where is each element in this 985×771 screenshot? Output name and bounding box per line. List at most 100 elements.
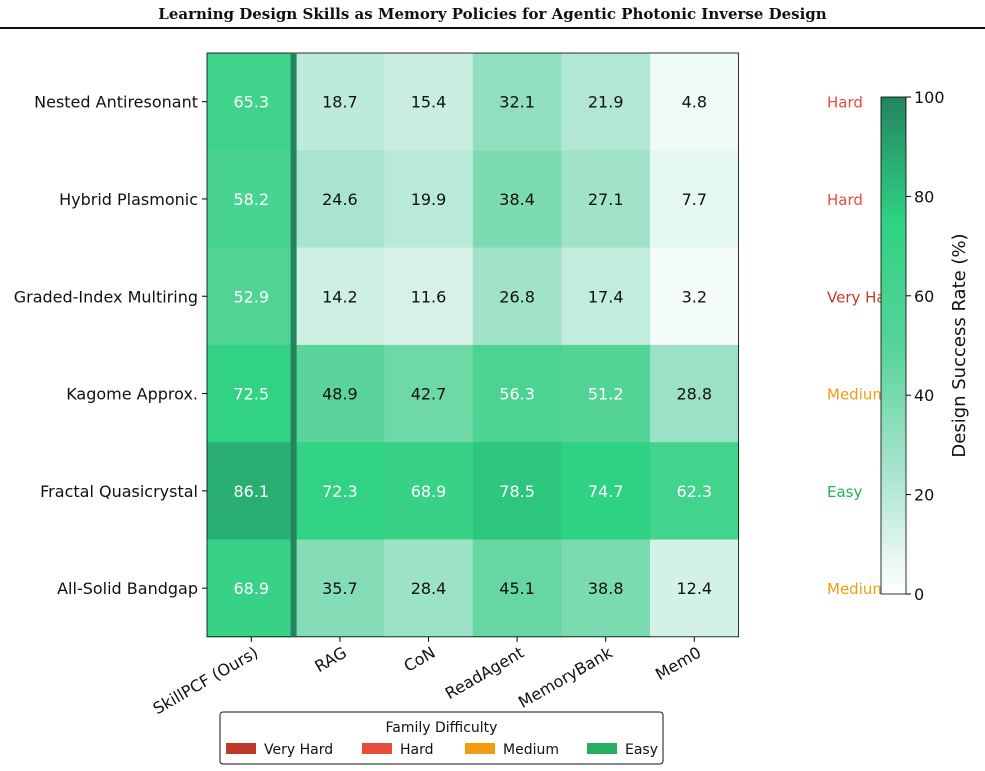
- heatmap-cell: [295, 53, 385, 151]
- legend: Family Difficulty Very Hard Hard Medium Easy: [219, 711, 664, 765]
- cell-value-label: 17.4: [588, 287, 624, 306]
- heatmap-cell: [561, 150, 651, 249]
- row-label: Kagome Approx.: [66, 385, 198, 404]
- row-label: Fractal Quasicrystal: [40, 482, 198, 501]
- cell-value-label: 68.9: [411, 482, 447, 501]
- heatmap-cell: [207, 442, 297, 540]
- cell-value-label: 72.5: [233, 385, 269, 404]
- heatmap-cell: [472, 247, 562, 346]
- heatmap-cell: [472, 344, 562, 443]
- heatmap-cell: [561, 539, 651, 638]
- heatmap-cell: [384, 442, 474, 540]
- heatmap-cell: [650, 247, 740, 346]
- heatmap-cell: [295, 150, 385, 249]
- cell-value-label: 42.7: [411, 385, 447, 404]
- column-label: SkillPCF (Ours): [150, 643, 262, 718]
- cell-value-label: 48.9: [322, 385, 358, 404]
- cell-value-label: 18.7: [322, 93, 358, 112]
- cell-value-label: 11.6: [411, 287, 447, 306]
- row-label: All-Solid Bandgap: [57, 579, 198, 598]
- difficulty-label: Hard: [827, 191, 863, 209]
- difficulty-label: Medium: [827, 580, 887, 598]
- heatmap-cell: [207, 150, 297, 249]
- cell-value-label: 7.7: [682, 190, 707, 209]
- cell-value-label: 58.2: [233, 190, 269, 209]
- colorbar-tick-label: 40: [914, 386, 934, 405]
- colorbar: 0 20 40 60 80 100 Design Success Rate (%): [880, 88, 970, 604]
- cell-value-label: 24.6: [322, 190, 358, 209]
- cell-value-label: 26.8: [499, 287, 535, 306]
- cell-value-label: 28.4: [411, 579, 447, 598]
- colorbar-tick-label: 20: [914, 486, 934, 505]
- column-labels: SkillPCF (Ours) RAG CoN ReadAgentMemoryBank…: [150, 636, 704, 718]
- cell-value-label: 21.9: [588, 93, 624, 112]
- column-label: Mem0: [652, 643, 704, 684]
- heatmap-cells: [206, 52, 740, 638]
- cell-value-label: 51.2: [588, 385, 624, 404]
- heatmap-cell: [384, 53, 474, 151]
- legend-item-label: Easy: [625, 742, 658, 758]
- heatmap-cell: [650, 539, 740, 638]
- heatmap-cell: [472, 150, 562, 249]
- legend-item-label: Very Hard: [264, 742, 333, 758]
- colorbar-tick-label: 0: [914, 585, 924, 604]
- heatmap-cell: [472, 539, 562, 638]
- cell-value-label: 68.9: [233, 579, 269, 598]
- legend-swatch: [465, 743, 495, 754]
- heatmap-cell: [384, 344, 474, 443]
- heatmap-cell: [207, 247, 297, 346]
- column-label: ReadAgent: [442, 643, 527, 703]
- heatmap-cell: [295, 344, 385, 443]
- heatmap-cell: [295, 247, 385, 346]
- column-label: CoN: [400, 643, 438, 676]
- cell-value-label: 32.1: [499, 93, 535, 112]
- cell-value-label: 45.1: [499, 579, 535, 598]
- cell-value-label: 56.3: [499, 385, 535, 404]
- running-header-title: Learning Design Skills as Memory Policie…: [158, 5, 827, 23]
- cell-value-label: 78.5: [499, 482, 535, 501]
- page-header: Learning Design Skills as Memory Policie…: [0, 0, 985, 29]
- cell-value-label: 15.4: [411, 93, 447, 112]
- legend-swatch: [226, 743, 256, 754]
- cell-value-label: 3.2: [682, 287, 707, 306]
- cell-value-label: 4.8: [682, 93, 707, 112]
- heatmap-cell: [561, 53, 651, 151]
- cell-value-label: 12.4: [676, 579, 712, 598]
- heatmap-cell: [561, 344, 651, 443]
- colorbar-gradient: [880, 96, 907, 595]
- colorbar-tick-label: 80: [914, 187, 934, 206]
- cell-value-label: 86.1: [233, 482, 269, 501]
- cell-value-label: 52.9: [233, 287, 269, 306]
- heatmap-cell: [384, 247, 474, 346]
- row-label: Nested Antiresonant: [34, 93, 198, 112]
- column-label: RAG: [311, 643, 350, 676]
- plot-frame: [206, 52, 739, 638]
- legend-title: Family Difficulty: [386, 720, 498, 736]
- cell-value-label: 35.7: [322, 579, 358, 598]
- heatmap-cell: [650, 344, 740, 443]
- cell-value-label: 14.2: [322, 287, 358, 306]
- difficulty-label: Hard: [827, 94, 863, 112]
- column-label: MemoryBank: [515, 642, 616, 711]
- heatmap-cell: [472, 442, 562, 540]
- cell-value-label: 72.3: [322, 482, 358, 501]
- cell-value-label: 38.8: [588, 579, 624, 598]
- legend-swatch: [362, 743, 392, 754]
- highlight-column-bar: [290, 53, 297, 637]
- cell-value-label: 74.7: [588, 482, 624, 501]
- heatmap-cell: [207, 53, 297, 151]
- heatmap-cell: [384, 150, 474, 249]
- cell-value-label: 28.8: [676, 385, 712, 404]
- legend-swatch: [587, 743, 617, 754]
- cell-value-label: 27.1: [588, 190, 624, 209]
- cell-value-label: 65.3: [233, 93, 269, 112]
- heatmap-cell: [207, 539, 297, 638]
- cell-value-label: 19.9: [411, 190, 447, 209]
- heatmap-cell: [295, 442, 385, 540]
- heatmap-cell: [295, 539, 385, 638]
- row-label: Graded-Index Multiring: [14, 287, 198, 306]
- legend-item-label: Hard: [400, 742, 434, 758]
- heatmap-cell: [561, 442, 651, 540]
- colorbar-tick-label: 100: [914, 88, 945, 107]
- row-labels: Nested Antiresonant Hybrid Plasmonic Grade…: [14, 93, 207, 598]
